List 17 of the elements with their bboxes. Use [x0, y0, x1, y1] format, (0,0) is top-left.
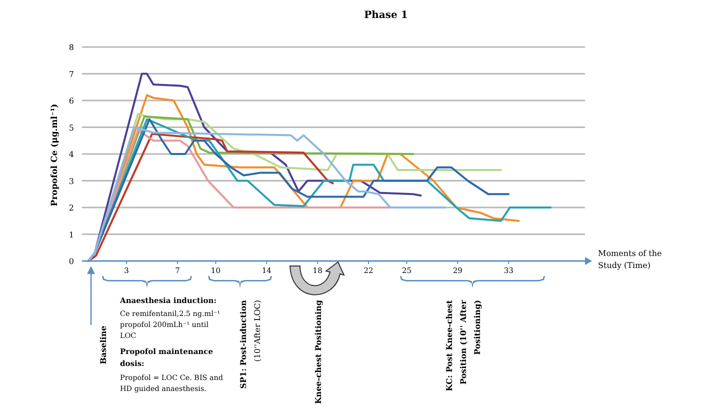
chart-title: Phase 1: [364, 10, 408, 21]
y-tick-label: 8: [68, 43, 74, 52]
text: SP1: Post-induction (10''After LOC): [238, 300, 262, 389]
text: Moments of the Study (Time): [598, 249, 662, 270]
text: Baseline: [98, 326, 108, 364]
y-tick-label: 6: [68, 96, 74, 106]
y-tick-label: 1: [68, 230, 74, 240]
line-series: [87, 132, 334, 262]
y-tick-label: 0: [68, 257, 74, 266]
y-tick-label: 2: [68, 204, 74, 212]
text: Knee-chest Positioning: [313, 300, 323, 404]
y-axis-title: Propofol Ce (μg.ml⁻¹): [50, 104, 60, 206]
y-tick-label: 5: [68, 123, 74, 132]
y-tick-label: 4: [68, 150, 74, 159]
text: KC: Post Knee-chest Position (10'' After Positioning): [444, 299, 482, 392]
y-tick-label: 3: [68, 176, 74, 186]
y-tick-label: 7: [68, 70, 74, 79]
